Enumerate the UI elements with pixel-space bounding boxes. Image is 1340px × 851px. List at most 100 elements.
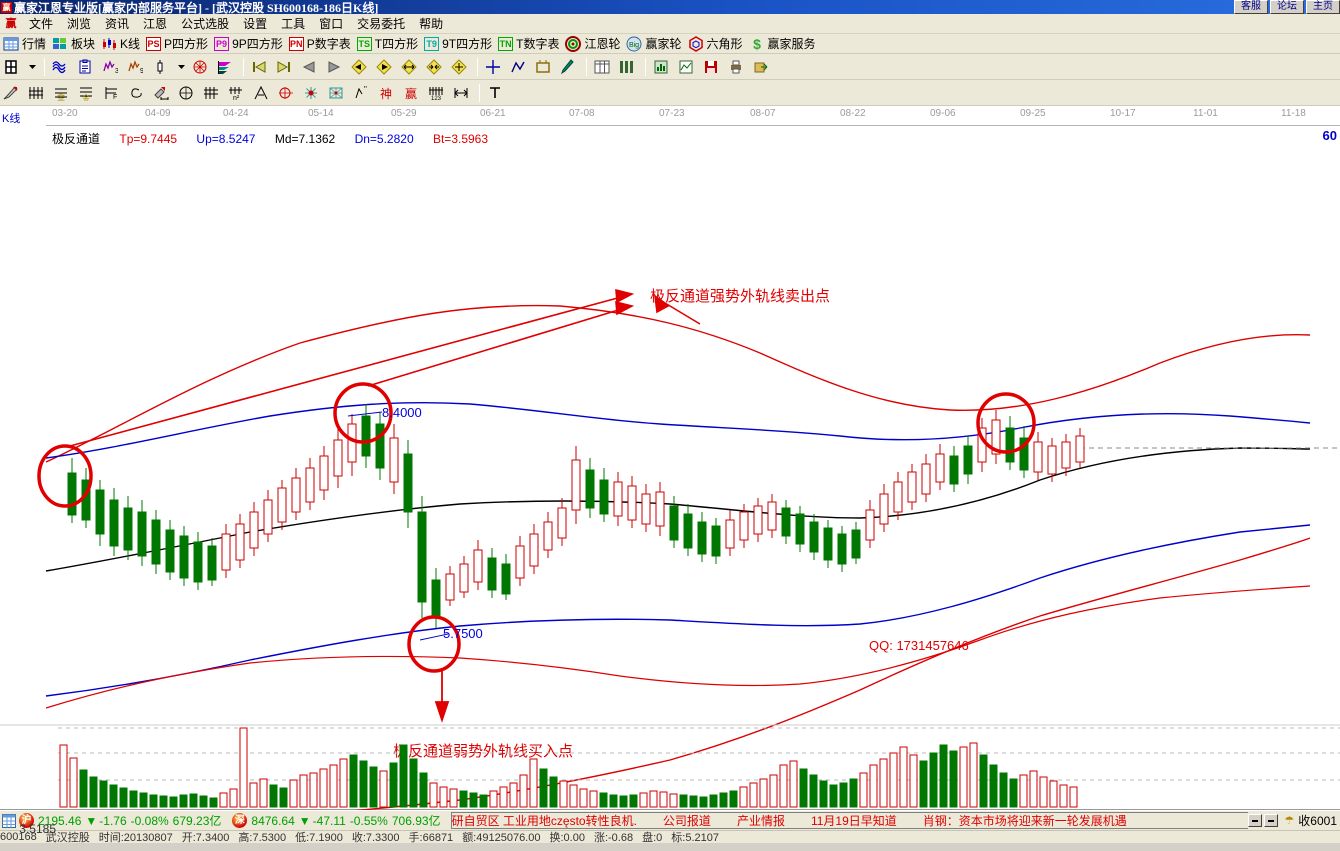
toolbar-quotes-button[interactable]: 行情 — [0, 34, 49, 53]
circle-tool-button[interactable] — [175, 80, 200, 105]
export-button[interactable] — [750, 54, 775, 79]
toolbar-gann-wheel-button[interactable]: 江恩轮 — [562, 34, 623, 53]
shift-right-button[interactable] — [373, 54, 398, 79]
print-button[interactable] — [725, 54, 750, 79]
save-button[interactable] — [700, 54, 725, 79]
svg-text:F: F — [113, 94, 117, 101]
toolbar-t-square-label: T四方形 — [374, 37, 419, 51]
toolbar-p-square-button[interactable]: PS P四方形 — [143, 34, 211, 53]
shenzhen-index-badge[interactable]: 深 — [232, 813, 248, 828]
gold-ratio-button[interactable]: 金 — [50, 80, 75, 105]
menu-item-news[interactable]: 资讯 — [105, 17, 130, 31]
next-button[interactable] — [323, 54, 348, 79]
menu-item-tools[interactable]: 工具 — [281, 17, 306, 31]
measure-span-button[interactable] — [450, 80, 475, 105]
chart-panel-button[interactable] — [675, 54, 700, 79]
pen-measure-button[interactable] — [150, 80, 175, 105]
last-page-button[interactable] — [273, 54, 298, 79]
news-item[interactable]: 11月19日早知道 — [810, 814, 897, 828]
news-item[interactable]: 肖钢：资本市场将迎来新一轮发展机遇 — [922, 814, 1127, 828]
homepage-button[interactable]: 主页 — [1306, 0, 1340, 14]
expand-h-button[interactable] — [398, 54, 423, 79]
menu-item-window[interactable]: 窗口 — [319, 17, 344, 31]
spiral-button[interactable] — [125, 80, 150, 105]
menu-item-settings[interactable]: 设置 — [243, 17, 268, 31]
toolbar-winner-service-button[interactable]: $ 赢家服务 — [746, 34, 819, 53]
menu-item-browse[interactable]: 浏览 — [67, 17, 92, 31]
indicator-3-button[interactable]: 3 — [99, 54, 124, 79]
signal-tower-icon: ☂ — [1284, 815, 1295, 827]
wave-mark-button[interactable]: " — [350, 80, 375, 105]
clipboard-button[interactable] — [74, 54, 99, 79]
shanghai-index-badge[interactable]: 沪 — [19, 813, 34, 828]
peak-button[interactable] — [507, 54, 532, 79]
toolbar-separator — [243, 57, 244, 76]
toolbar-9p-square-button[interactable]: P9 9P四方形 — [211, 34, 286, 53]
toolbar-t-square-button[interactable]: TS T四方形 — [354, 34, 421, 53]
indicator-9-button[interactable]: 9 — [124, 54, 149, 79]
menu-item-formula-stock-pick[interactable]: 公式选股 — [181, 17, 230, 31]
zoom-fit-button[interactable] — [448, 54, 473, 79]
fan-lines-button[interactable]: F — [100, 80, 125, 105]
crosshair-button[interactable] — [482, 54, 507, 79]
gann-net-button[interactable] — [189, 54, 214, 79]
multi-chart-button[interactable] — [49, 54, 74, 79]
brush-tool-button[interactable] — [0, 80, 25, 105]
prev-button[interactable] — [298, 54, 323, 79]
grid-lines-button[interactable] — [25, 80, 50, 105]
forum-button[interactable]: 论坛 — [1270, 0, 1304, 14]
grid-view-button[interactable] — [616, 54, 641, 79]
sell-arrow-group — [69, 288, 701, 447]
toolbar-t-number-table-button[interactable]: TN T数字表 — [495, 34, 562, 53]
gann-box-button[interactable] — [325, 80, 350, 105]
toolbar-kline-button[interactable]: K线 — [98, 34, 143, 53]
target-tool-button[interactable] — [275, 80, 300, 105]
shanghai-index-arrow: ▼ — [85, 813, 98, 828]
gold-ratio-2-button[interactable]: 金 — [75, 80, 100, 105]
shen-tool-button[interactable]: 神 — [375, 80, 400, 105]
news-item[interactable]: 产业情报 — [736, 814, 785, 828]
period-dropdown-button[interactable] — [25, 54, 40, 79]
candle-single-button[interactable] — [149, 54, 174, 79]
window-title: 赢家江恩专业版[赢家内部服务平台] - [武汉控股 SH600168-186日K… — [14, 0, 379, 15]
menu-item-gann[interactable]: 江恩 — [143, 17, 168, 31]
first-page-button[interactable] — [248, 54, 273, 79]
toolbar-p-number-table-button[interactable]: PN P数字表 — [286, 34, 354, 53]
color-chart-button[interactable] — [214, 54, 239, 79]
ying-tool-button[interactable]: 赢 — [400, 80, 425, 105]
report-button[interactable] — [650, 54, 675, 79]
toolbar-winner-wheel-button[interactable]: Big 赢家轮 — [623, 34, 684, 53]
menu-item-file[interactable]: 文件 — [29, 17, 54, 31]
period-button[interactable] — [0, 54, 25, 79]
news-item[interactable]: 研自贸区 工业用地często转性良机. — [451, 814, 637, 828]
price-chart-svg — [0, 288, 1340, 810]
fan-icon: F — [105, 86, 117, 101]
news-ticker[interactable]: 研自贸区 工业用地często转性良机. 公司报道 产业情报 11月19日早知道… — [450, 812, 1249, 829]
shift-left-button[interactable] — [348, 54, 373, 79]
news-item[interactable]: 公司报道 — [662, 814, 711, 828]
menu-item-help[interactable]: 帮助 — [419, 17, 444, 31]
toolbar-9t-square-button[interactable]: T9 9T四方形 — [421, 34, 495, 53]
toolbar-hexagon-button[interactable]: 六角形 — [685, 34, 746, 53]
period-count-label: 60 — [1322, 128, 1337, 143]
buy-arrow-group — [434, 668, 450, 723]
toolbar-sector-button[interactable]: 板块 — [49, 34, 98, 53]
collapse-h-button[interactable] — [423, 54, 448, 79]
candle-dropdown-button[interactable] — [174, 54, 189, 79]
news-prev-button[interactable] — [1248, 814, 1263, 827]
shanghai-index-change: -1.76 — [99, 813, 127, 828]
square-n2-button[interactable]: n² — [225, 80, 250, 105]
text-tool-button[interactable] — [484, 80, 509, 105]
number-grid-button[interactable]: 123 — [425, 80, 450, 105]
news-next-button[interactable] — [1264, 814, 1279, 827]
draw-line-button[interactable] — [557, 54, 582, 79]
menu-item-trade-entrust[interactable]: 交易委托 — [357, 17, 406, 31]
customer-service-button[interactable]: 客服 — [1234, 0, 1268, 14]
angle-tool-button[interactable] — [250, 80, 275, 105]
table-view-button[interactable] — [591, 54, 616, 79]
chart-canvas[interactable]: 60 极反通道 Tp=9.7445 Up=8.5247 Md=7.1362 Dn… — [0, 128, 1340, 836]
save-icon — [705, 60, 717, 73]
frame-button[interactable] — [532, 54, 557, 79]
gann-star-button[interactable] — [300, 80, 325, 105]
grid-tool-2-button[interactable] — [200, 80, 225, 105]
